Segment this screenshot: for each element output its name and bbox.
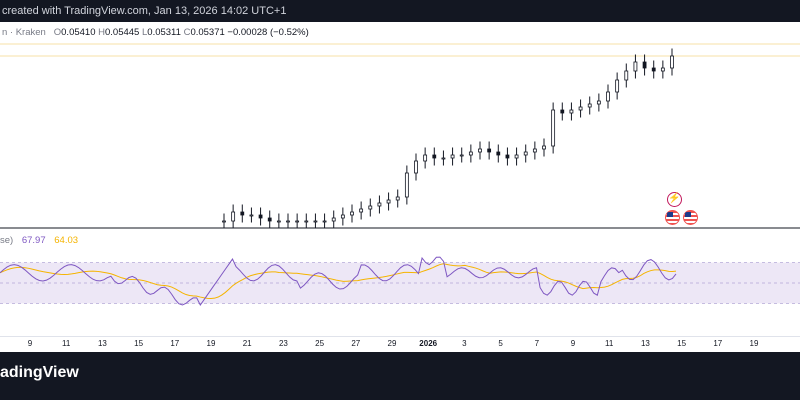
candle-body (441, 157, 446, 160)
time-axis-tick: 29 (387, 339, 397, 348)
change-value: −0.00028 (−0.52%) (227, 27, 309, 38)
candle-body (432, 154, 437, 159)
candle-body (560, 109, 565, 114)
candle-body (313, 220, 318, 223)
candle-body (660, 67, 665, 72)
candle-body (542, 145, 546, 150)
time-axis-tick: 17 (170, 339, 180, 348)
candle-body (350, 211, 354, 216)
candle-body (523, 151, 528, 156)
candle-body (651, 67, 656, 72)
time-axis-tick: 21 (242, 339, 252, 348)
high-label: H (98, 27, 105, 38)
candle-body (295, 220, 300, 223)
time-axis-tick: 19 (749, 339, 759, 348)
close-value: 0.05371 (190, 27, 225, 38)
footer-bar: adingView (0, 352, 800, 400)
ohlc-legend: n · Kraken O0.05410 H0.05445 L0.05311 C0… (2, 27, 309, 38)
rsi-legend: se) 67.97 64.03 (0, 235, 78, 246)
candle-body (478, 148, 482, 153)
candle-body (331, 217, 336, 222)
candle-body (578, 106, 583, 111)
chart-header-bar: created with TradingView.com, Jan 13, 20… (0, 0, 800, 22)
time-axis-tick: 27 (351, 339, 361, 348)
rsi-ma-line (0, 263, 677, 300)
price-and-rsi-chart[interactable] (0, 22, 800, 336)
candle-body (414, 160, 418, 174)
rsi-ma-value: 64.03 (54, 235, 79, 246)
candle-body (642, 61, 647, 69)
candle-body (468, 151, 473, 156)
time-axis-tick: 11 (605, 339, 614, 348)
candle-body (404, 172, 409, 198)
candle-body (267, 217, 272, 222)
time-axis-tick: 17 (713, 339, 723, 348)
high-value: 0.05445 (105, 27, 140, 38)
candle-body (377, 202, 382, 207)
time-axis-tick: 13 (640, 339, 650, 348)
time-axis-tick: 13 (97, 339, 107, 348)
candle-body (514, 154, 519, 159)
time-axis-tick: 11 (62, 339, 71, 348)
rsi-value: 67.97 (21, 235, 46, 246)
lightning-event-icon[interactable]: ⚡ (667, 192, 682, 207)
candle-body (615, 79, 620, 93)
us-flag-event-icon[interactable] (665, 210, 680, 225)
rsi-line (0, 256, 677, 306)
candle-body (222, 220, 226, 223)
candle-body (386, 199, 391, 204)
rsi-legend-label: se) (0, 235, 14, 246)
open-value: 0.05410 (61, 27, 96, 38)
candle-body (340, 214, 345, 219)
candle-body (450, 154, 455, 159)
time-axis-tick: 9 (570, 339, 576, 348)
candle-body (587, 103, 592, 108)
candle-body (505, 154, 510, 159)
us-flag-event-icon[interactable] (683, 210, 698, 225)
time-axis-tick: 23 (278, 339, 288, 348)
time-axis-tick: 15 (677, 339, 687, 348)
candle-body (249, 214, 254, 217)
candle-body (276, 220, 281, 223)
candle-body (624, 70, 629, 81)
candle-body (496, 151, 501, 156)
time-axis-tick: 2026 (419, 339, 438, 348)
time-axis-tick: 25 (315, 339, 325, 348)
candle-body (322, 220, 327, 223)
time-axis[interactable]: 9 11 13 15 17 19 21 23 25 27 29 2026 3 5 7 9 11 13 15 17 19 (0, 336, 800, 351)
time-axis-tick: 19 (206, 339, 216, 348)
candle-body (670, 55, 674, 69)
time-axis-tick: 7 (534, 339, 540, 348)
time-axis-tick: 15 (134, 339, 144, 348)
low-value: 0.05311 (147, 27, 181, 38)
candle-body (606, 91, 610, 102)
candle-body (368, 205, 373, 210)
open-label: O (53, 27, 62, 38)
symbol-label: n · Kraken (2, 27, 46, 38)
tradingview-logo-text: adingView (0, 364, 79, 381)
time-axis-tick: 3 (462, 339, 467, 348)
candle-body (395, 196, 400, 201)
time-axis-tick: 5 (498, 339, 503, 348)
candle-body (286, 220, 290, 223)
candle-body (551, 109, 556, 147)
candle-body (569, 109, 574, 114)
candle-body (532, 148, 537, 153)
candle-body (240, 211, 245, 216)
candle-body (231, 211, 236, 222)
low-label: L (141, 27, 148, 38)
candle-body (596, 100, 601, 105)
close-label: C (183, 27, 191, 38)
candle-body (258, 214, 263, 219)
chart-header-text: created with TradingView.com, Jan 13, 20… (2, 5, 287, 17)
candle-body (459, 154, 464, 157)
candle-body (633, 61, 638, 72)
candle-body (423, 154, 428, 162)
candle-body (359, 208, 364, 213)
time-axis-tick: 9 (27, 339, 33, 348)
candle-body (304, 220, 309, 223)
candle-body (487, 148, 492, 153)
